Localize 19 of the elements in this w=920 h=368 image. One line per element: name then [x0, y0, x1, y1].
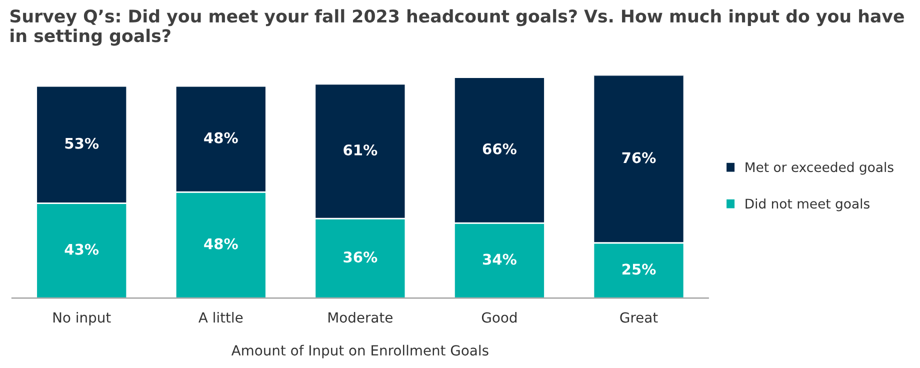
data-label: 53% — [65, 138, 99, 149]
x-tick-label: Good — [482, 312, 516, 323]
x-tick-label: Great — [620, 312, 658, 323]
data-label: 48% — [204, 132, 238, 144]
data-label: 76% — [622, 152, 656, 164]
data-label: 48% — [204, 238, 238, 250]
x-tick-label: No input — [53, 312, 111, 326]
x-axis-title: Amount of Input on Enrollment Goals — [231, 344, 488, 358]
chart-title: Survey Q’s: Did you meet your fall 2023 headcount goals? Vs. How much input do you have in setting goals? — [10, 9, 904, 46]
legend-label: Met or exceeded goals — [746, 162, 894, 175]
data-label: 36% — [344, 252, 378, 263]
legend-label: Did not meet goals — [746, 198, 870, 212]
x-tick-label: Moderate — [328, 312, 392, 323]
data-label: 66% — [482, 143, 516, 154]
data-label: 61% — [344, 144, 378, 156]
data-label: 43% — [64, 244, 99, 255]
x-tick-label: A little — [198, 312, 243, 323]
data-label: 34% — [482, 254, 516, 265]
data-label: 25% — [622, 264, 656, 275]
